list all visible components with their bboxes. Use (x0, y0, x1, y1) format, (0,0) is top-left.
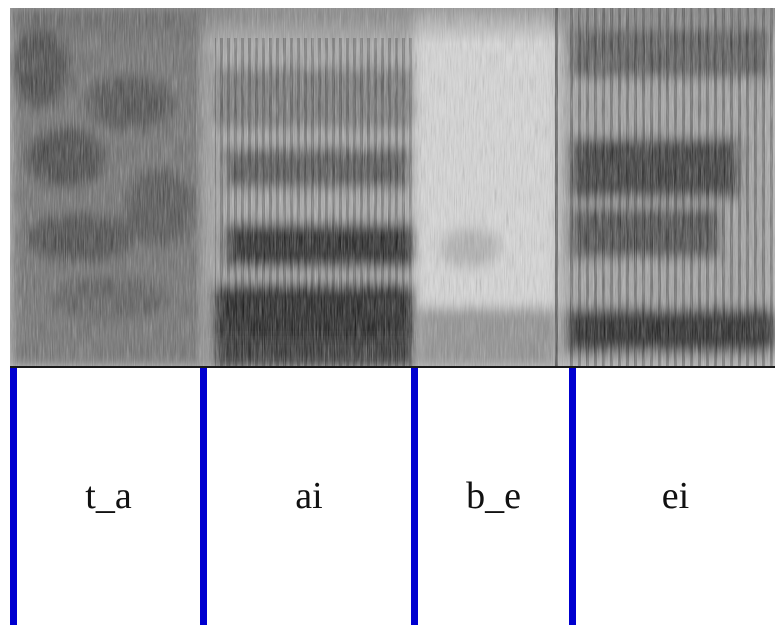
spectrogram-image (10, 8, 775, 367)
annotation-tier: t_a ai b_e ei (0, 368, 775, 625)
segment-boundary[interactable] (411, 368, 418, 625)
segment-boundary[interactable] (200, 368, 207, 625)
segment-label-b-e: b_e (466, 475, 521, 517)
segment-label-ai: ai (295, 475, 323, 517)
segment-label-t-a: t_a (85, 475, 132, 517)
segment-boundary[interactable] (569, 368, 576, 625)
spectrogram (10, 8, 775, 367)
segment-boundary[interactable] (10, 368, 17, 625)
segment-label-ei: ei (661, 475, 690, 517)
spectrogram-baseline (10, 366, 775, 368)
